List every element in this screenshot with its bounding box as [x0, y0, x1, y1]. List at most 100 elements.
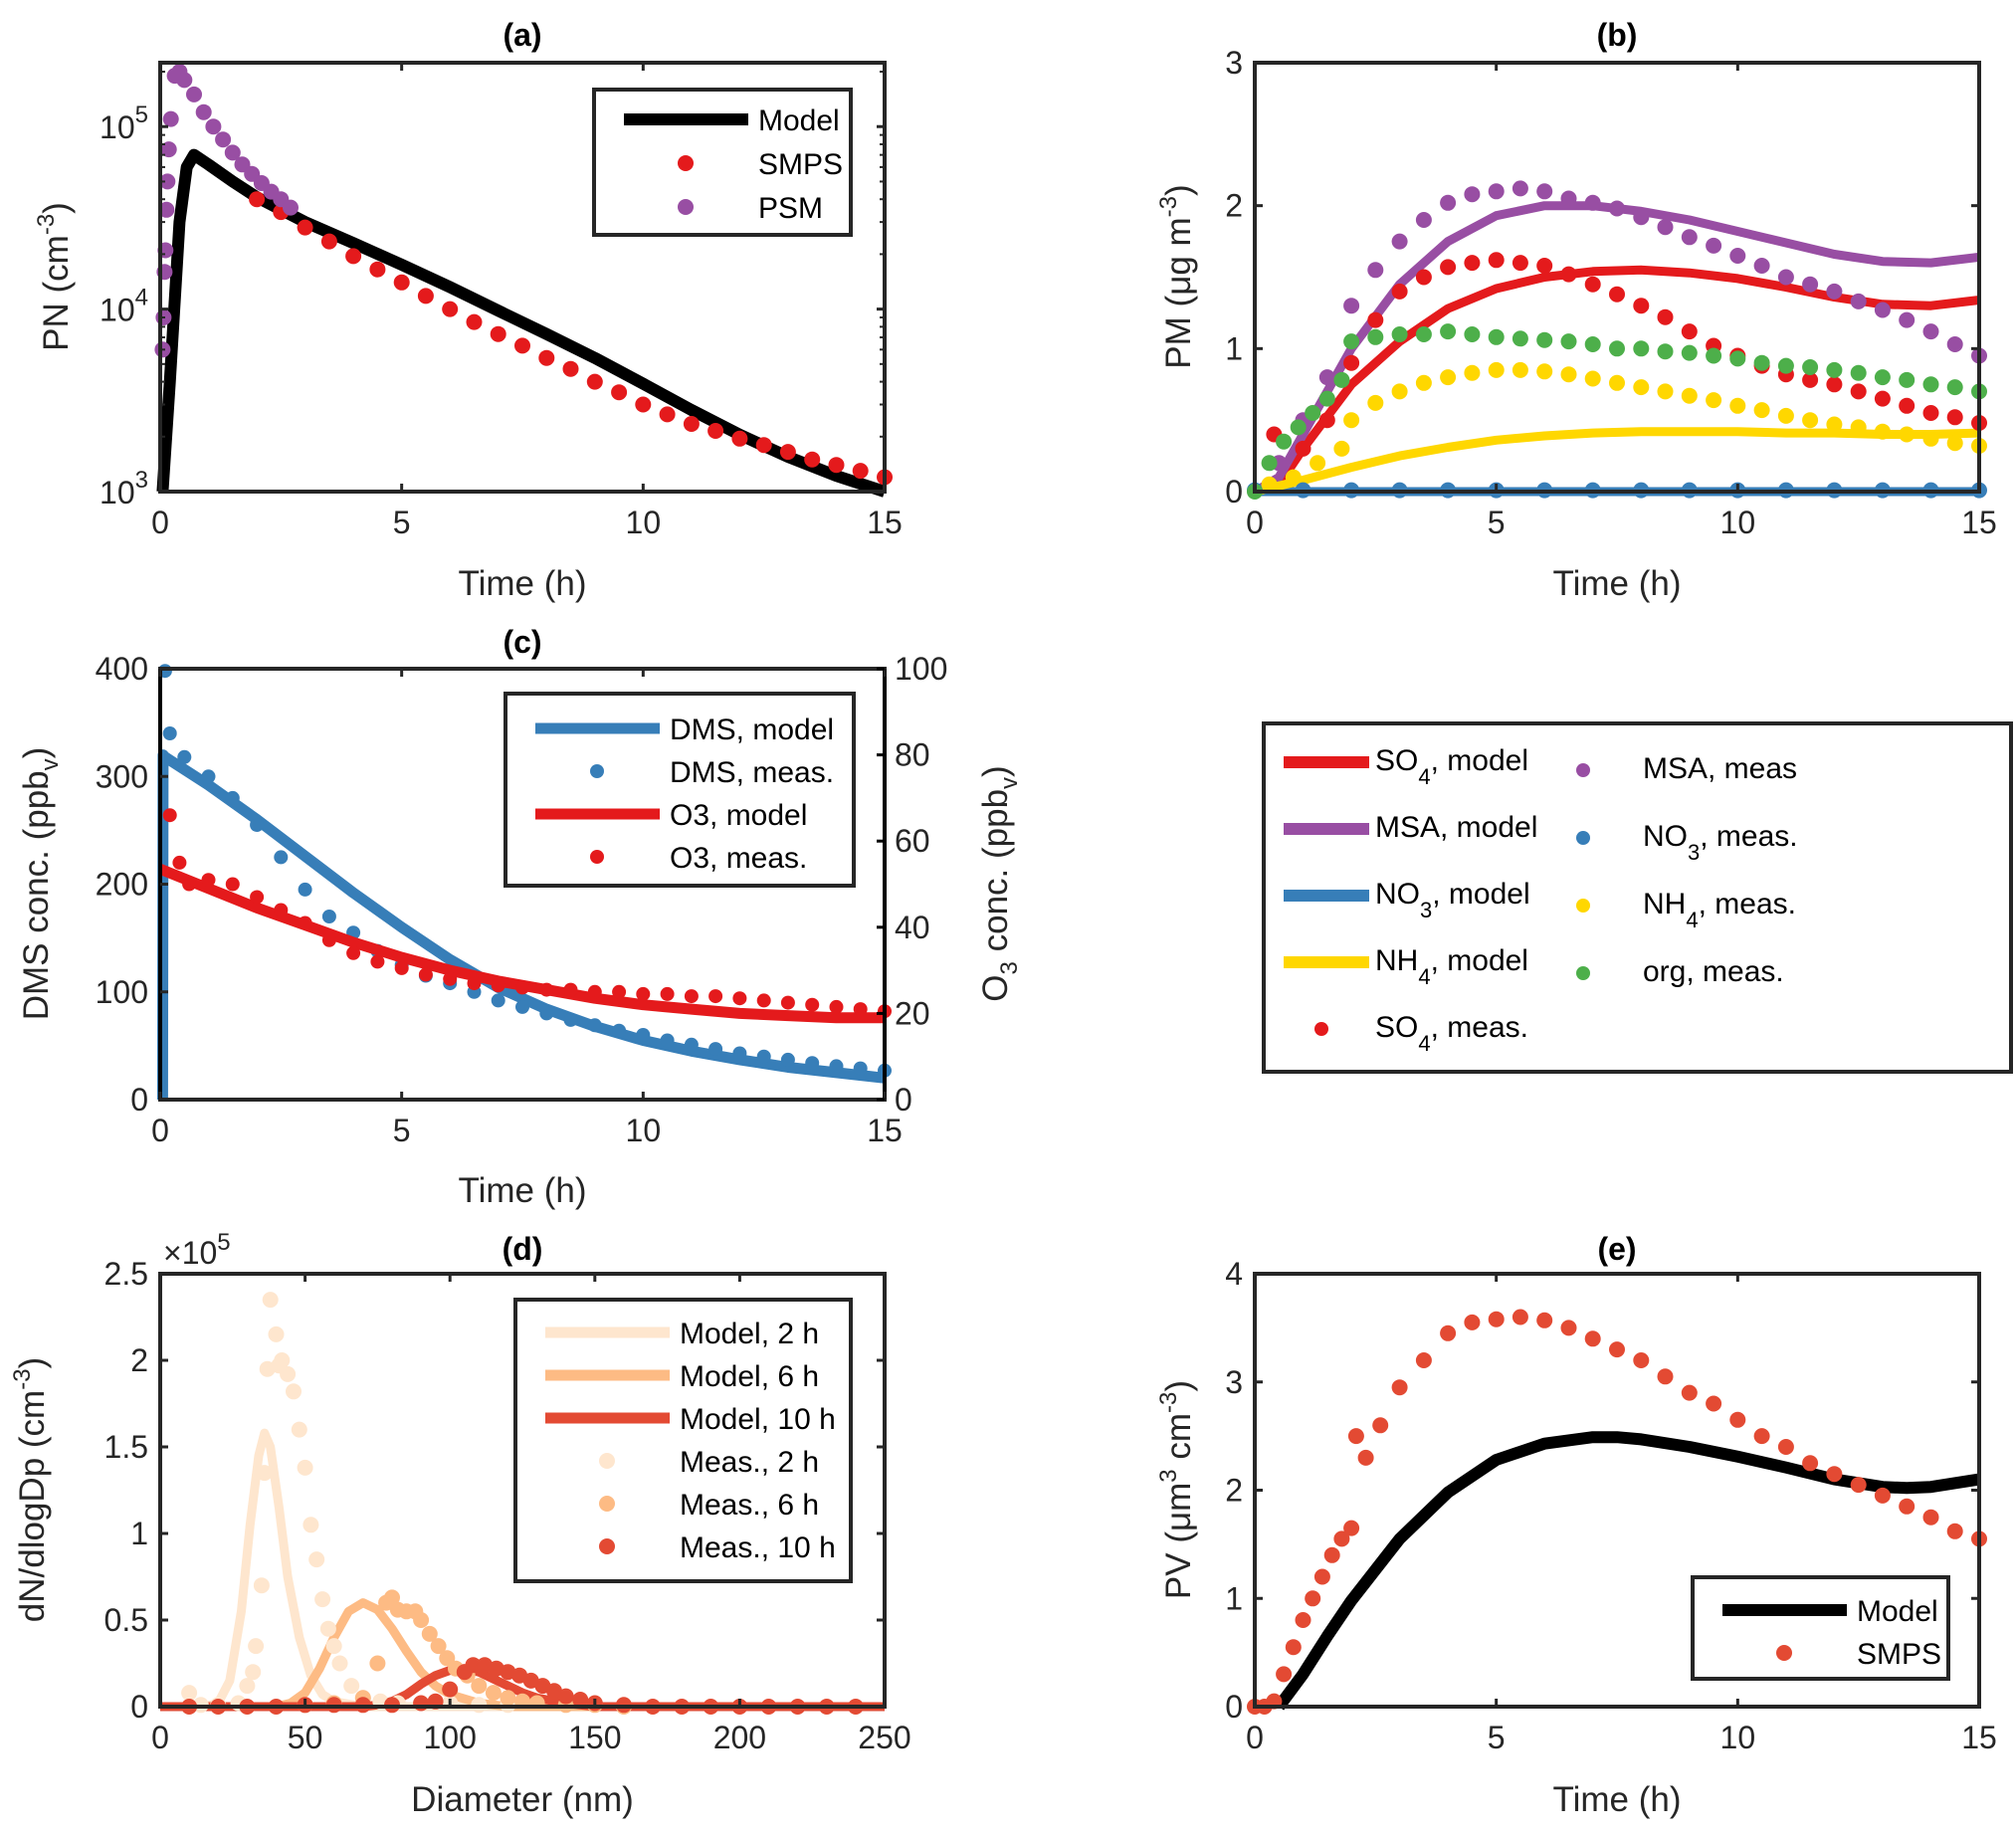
- data-point: [1440, 369, 1457, 386]
- data-point: [1584, 194, 1601, 211]
- panel-e-xlabel: Time (h): [1553, 1780, 1682, 1819]
- legend-label: DMS, meas.: [670, 756, 834, 789]
- data-point: [186, 86, 202, 102]
- ylabel-end: ): [1159, 184, 1198, 196]
- data-point: [1609, 200, 1625, 217]
- legend-label-main: SO: [1375, 1011, 1418, 1044]
- data-point: [1343, 333, 1360, 350]
- data-point: [325, 1638, 342, 1655]
- legend-box: [513, 1298, 853, 1583]
- data-point: [612, 984, 627, 999]
- data-point: [1464, 364, 1481, 381]
- data-point: [1310, 455, 1326, 472]
- data-point: [562, 360, 579, 377]
- ylabel-sup: 3: [1155, 1469, 1182, 1482]
- legend-box: [1691, 1575, 1950, 1681]
- legend-label: O3, meas.: [670, 842, 807, 875]
- legend-marker-swatch: [599, 1453, 615, 1469]
- data-point: [612, 1023, 627, 1038]
- legend-marker-swatch: [1576, 763, 1590, 777]
- data-point: [182, 877, 197, 892]
- legend-label-rest: , model: [1431, 944, 1528, 977]
- data-point: [1922, 323, 1939, 340]
- data-point: [245, 1664, 262, 1681]
- panel-a-axes-box: [158, 61, 887, 494]
- data-point: [1753, 402, 1770, 419]
- y-tick-label-right: 20: [895, 995, 930, 1031]
- data-point: [1922, 405, 1939, 421]
- data-point: [1609, 340, 1625, 357]
- x-tick-label: 5: [1488, 1720, 1506, 1755]
- legend-marker-swatch: [678, 199, 694, 215]
- data-point: [1899, 426, 1915, 443]
- ylabel-end: ): [37, 202, 76, 214]
- x-tick-label: 250: [858, 1720, 910, 1755]
- legend-label-main: NO: [1375, 878, 1420, 911]
- ylabel-right-sub: v: [996, 777, 1023, 789]
- series-line-model: [156, 148, 887, 498]
- x-tick-label: 15: [1961, 505, 1997, 540]
- data-point: [1633, 298, 1650, 314]
- data-point: [1415, 269, 1432, 286]
- data-point: [417, 288, 434, 305]
- panel-c-ylabel-right: O3 conc. (ppbv): [976, 765, 1023, 1001]
- legend-label: Model: [758, 104, 840, 137]
- data-point: [262, 1292, 279, 1309]
- ylabel-sup2: -3: [1155, 1392, 1182, 1413]
- series-markers-smps: [1247, 1309, 1987, 1715]
- panel-e-ticks: 0 5 10 15 0 1 2 3 4: [1225, 1256, 1997, 1755]
- data-point: [1372, 1417, 1389, 1434]
- y-tick-label-right: 0: [895, 1082, 912, 1118]
- series-markers-msa-meas: [1271, 180, 1987, 472]
- data-point: [1802, 1455, 1819, 1472]
- data-point: [467, 976, 482, 991]
- data-point: [1946, 435, 1963, 452]
- series-line-model-6-h: [160, 1598, 885, 1712]
- series-line-model-2-h: [160, 1428, 885, 1712]
- data-point: [1343, 354, 1360, 371]
- legend-label: PSM: [758, 192, 823, 225]
- data-point: [1488, 252, 1505, 269]
- x-tick-label: 5: [1488, 505, 1506, 540]
- panel-b-title: (b): [1597, 17, 1638, 53]
- legend-label-main: MSA, model: [1375, 811, 1537, 844]
- ylabel-sup: -3: [9, 1368, 36, 1389]
- data-point: [1777, 407, 1794, 424]
- x-tick-label: 15: [867, 505, 903, 540]
- data-point: [1391, 326, 1408, 342]
- data-point: [731, 430, 748, 447]
- data-point: [314, 1591, 331, 1608]
- ylabel-end: ): [13, 1357, 52, 1369]
- data-point: [1802, 412, 1819, 429]
- data-point: [177, 749, 192, 764]
- tick-exp: 5: [135, 102, 148, 128]
- data-point: [1681, 1384, 1698, 1401]
- legend-label: Meas., 6 h: [680, 1489, 819, 1522]
- data-point: [158, 201, 175, 218]
- legend-item-smps: SMPS: [678, 148, 843, 181]
- tick-base: 10: [100, 109, 135, 145]
- data-point: [1560, 366, 1577, 383]
- y-tick-label: 0: [130, 1082, 148, 1118]
- legend-item-psm: PSM: [678, 192, 823, 225]
- data-point: [298, 882, 312, 897]
- legend-label-main: NH: [1375, 944, 1418, 977]
- data-point: [659, 406, 676, 423]
- data-point: [1946, 409, 1963, 426]
- data-point: [274, 1352, 291, 1368]
- x-tick-label: 150: [568, 1720, 621, 1755]
- legend-item-nh4-meas: NH4, meas.: [1576, 888, 1796, 932]
- data-point: [370, 954, 385, 969]
- data-point: [1729, 248, 1746, 264]
- legend-label-main: org, meas.: [1643, 955, 1784, 988]
- data-point: [1560, 1320, 1577, 1336]
- data-point: [1850, 293, 1867, 309]
- data-point: [1946, 379, 1963, 396]
- panel-e-title: (e): [1597, 1231, 1636, 1267]
- data-point: [1295, 440, 1311, 457]
- data-point: [346, 945, 361, 960]
- x-tick-label: 10: [1720, 505, 1756, 540]
- panel-d-ticks: 0 50 100 150 200 250 0 0.5 1 1.5 2 2.5: [104, 1256, 911, 1755]
- legend-label-sub: 4: [1418, 764, 1430, 789]
